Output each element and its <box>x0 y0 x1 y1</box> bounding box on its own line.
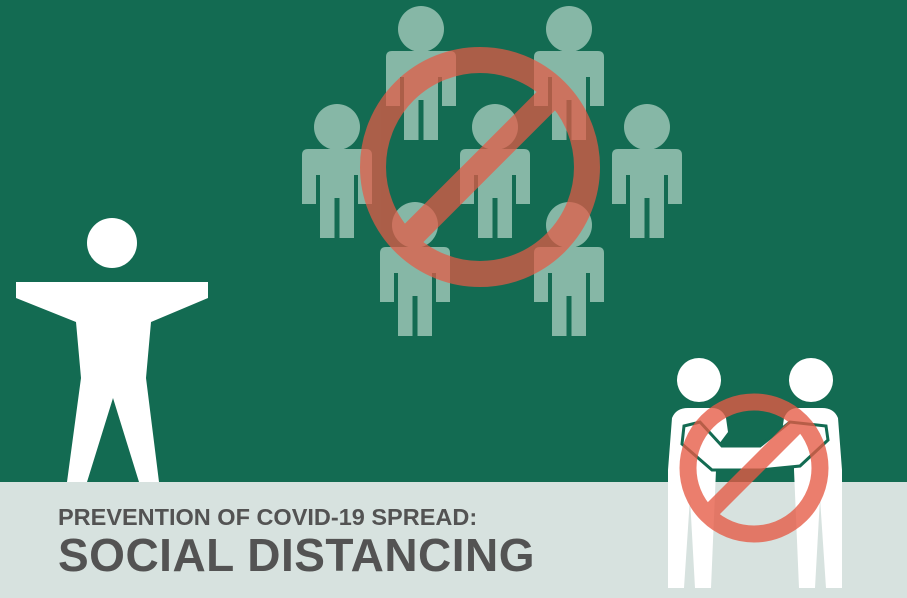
caption: PREVENTION OF COVID-19 SPREAD: SOCIAL DI… <box>58 502 658 580</box>
page-title: SOCIAL DISTANCING <box>58 529 536 581</box>
subtitle: PREVENTION OF COVID-19 SPREAD: <box>58 504 478 530</box>
prohibition-sign-icon <box>679 393 829 543</box>
arms-outstretched-person-icon <box>16 218 208 482</box>
handshake-outline <box>680 420 830 472</box>
prohibition-sign-icon <box>360 47 600 287</box>
